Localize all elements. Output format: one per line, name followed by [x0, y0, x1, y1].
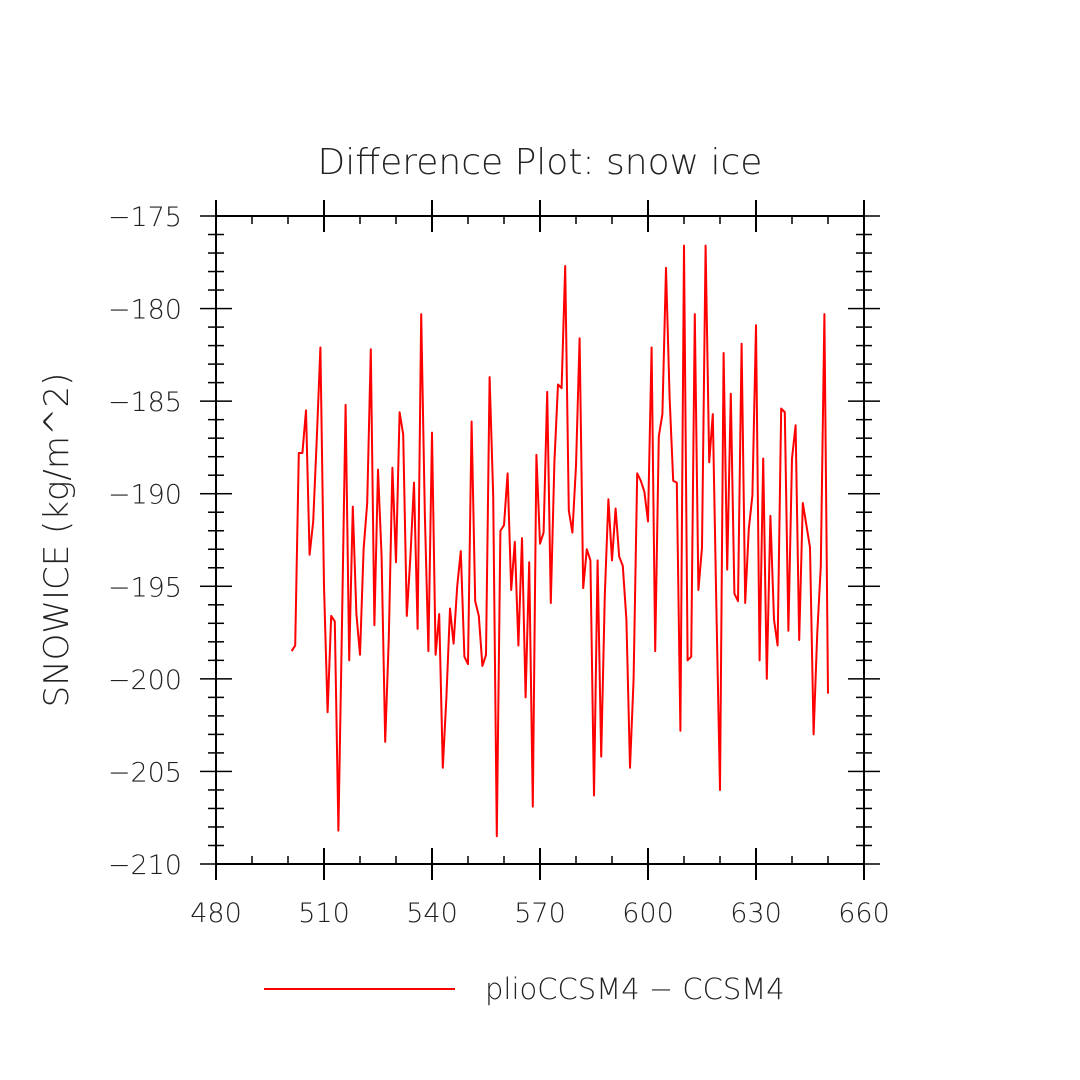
- chart-title: Difference Plot: snow ice: [318, 142, 763, 183]
- x-tick-label: 510: [298, 898, 350, 929]
- y-tick-label: −190: [108, 480, 182, 511]
- x-tick-label: 540: [406, 898, 458, 929]
- y-tick-label: −205: [108, 757, 182, 788]
- legend-label: plioCCSM4 − CCSM4: [485, 972, 785, 1006]
- y-tick-label: −195: [108, 572, 182, 603]
- y-tick-label: −175: [108, 202, 182, 233]
- legend: plioCCSM4 − CCSM4: [264, 972, 785, 1006]
- x-tick-label: 660: [838, 898, 890, 929]
- x-tick-label: 570: [514, 898, 566, 929]
- series-line-0: [290, 244, 829, 838]
- x-axis: 480 510 540 570 600 630 660: [190, 200, 890, 929]
- series-layer: [290, 244, 829, 838]
- y-axis: −175 −180 −185 −190 −195 −200 −205 −210: [108, 202, 880, 881]
- x-tick-label: 480: [190, 898, 242, 929]
- x-tick-label: 630: [730, 898, 782, 929]
- y-tick-label: −180: [108, 295, 182, 326]
- x-tick-label: 600: [622, 898, 674, 929]
- y-tick-label: −185: [108, 387, 182, 418]
- y-axis-label: SNOWICE (kg/m^2): [37, 373, 77, 708]
- y-tick-label: −200: [108, 665, 182, 696]
- y-tick-label: −210: [108, 850, 182, 881]
